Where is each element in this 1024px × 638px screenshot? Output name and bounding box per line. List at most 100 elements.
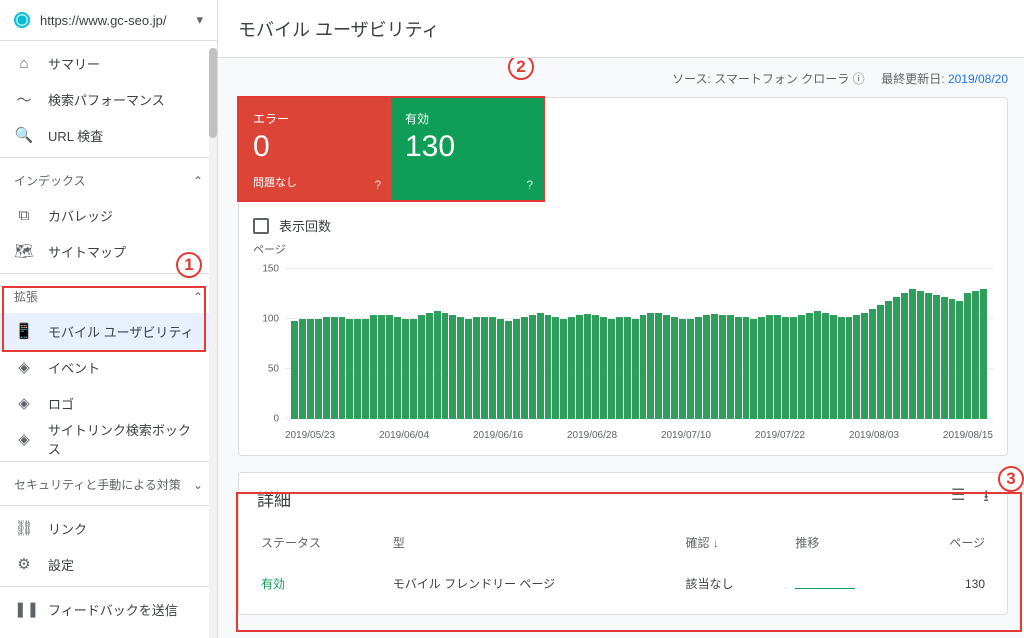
nav-settings[interactable]: ⚙ 設定 xyxy=(0,546,217,582)
cell-confirm: 該当なし xyxy=(682,565,792,602)
section-index[interactable]: インデックス ⌃ xyxy=(0,162,217,197)
home-icon: ⌂ xyxy=(14,55,34,72)
page-title-text: モバイル ユーザビリティ xyxy=(238,16,440,42)
checkbox-icon[interactable] xyxy=(253,218,269,234)
tile-error-sub: 問題なし xyxy=(253,174,297,190)
nav-coverage[interactable]: ⧉ カバレッジ xyxy=(0,197,217,233)
nav-mobile-usability[interactable]: 📱 モバイル ユーザビリティ xyxy=(0,313,217,349)
nav-label: モバイル ユーザビリティ xyxy=(48,322,194,341)
page-title: モバイル ユーザビリティ xyxy=(218,0,1024,58)
property-selector[interactable]: https://www.gc-seo.jp/ ▾ xyxy=(0,0,217,41)
feedback-icon: ❚❚ xyxy=(14,600,34,618)
section-label: インデックス xyxy=(14,172,86,189)
site-favicon xyxy=(14,12,30,28)
nav-label: URL 検査 xyxy=(48,126,103,145)
chevron-up-icon: ⌃ xyxy=(193,174,203,188)
details-card: 詳細 ☰ ⭳ ステータス 型 確認 ↓ 推移 ページ xyxy=(238,472,1008,615)
x-axis: 2019/05/232019/06/042019/06/162019/06/28… xyxy=(285,430,993,441)
filter-icon[interactable]: ☰ xyxy=(951,485,965,512)
source-value: スマートフォン クローラ xyxy=(714,72,849,86)
tile-valid[interactable]: 有効 130 ? xyxy=(391,98,543,200)
tile-valid-value: 130 xyxy=(405,129,529,165)
cell-type: モバイル フレンドリー ページ xyxy=(389,565,682,602)
tile-valid-label: 有効 xyxy=(405,110,529,127)
help-icon[interactable]: ? xyxy=(526,178,533,192)
tile-error-value: 0 xyxy=(253,129,377,165)
nav-sitemaps[interactable]: 🗺 サイトマップ xyxy=(0,233,217,269)
sitelinks-icon: ◈ xyxy=(14,430,34,448)
sidebar-scrollbar[interactable] xyxy=(209,48,217,638)
nav-performance[interactable]: 〜 検索パフォーマンス xyxy=(0,81,217,117)
chevron-down-icon: ▾ xyxy=(196,12,203,28)
updated-date: 2019/08/20 xyxy=(948,72,1008,86)
sparkline xyxy=(795,579,855,589)
impressions-toggle[interactable]: 表示回数 xyxy=(239,200,1007,241)
nav-label: 検索パフォーマンス xyxy=(48,90,165,109)
section-label: 拡張 xyxy=(14,288,38,305)
y-axis: 050100150 xyxy=(253,269,281,419)
nav-label: カバレッジ xyxy=(48,206,113,225)
sidebar: https://www.gc-seo.jp/ ▾ ⌂ サマリー 〜 検索パフォー… xyxy=(0,0,218,638)
nav-label: フィードバックを送信 xyxy=(48,600,178,619)
pages-chart: 050100150 2019/05/232019/06/042019/06/16… xyxy=(239,257,1007,447)
table-row[interactable]: 有効 モバイル フレンドリー ページ 該当なし 130 xyxy=(257,565,989,602)
cell-trend xyxy=(791,565,901,602)
overview-card: エラー 0 問題なし ? 有効 130 ? 表示回数 ページ xyxy=(238,97,1008,456)
nav-label: ロゴ xyxy=(48,394,74,413)
coverage-icon: ⧉ xyxy=(14,207,34,224)
tile-error-label: エラー xyxy=(253,110,377,127)
nav-feedback[interactable]: ❚❚ フィードバックを送信 xyxy=(0,591,217,627)
nav-links[interactable]: ⛓ リンク xyxy=(0,510,217,546)
scrollbar-thumb[interactable] xyxy=(209,48,217,138)
section-enhance[interactable]: 拡張 ⌃ xyxy=(0,278,217,313)
search-icon: 🔍 xyxy=(14,126,34,144)
performance-icon: 〜 xyxy=(14,89,34,110)
details-table: ステータス 型 確認 ↓ 推移 ページ 有効 モバイル フレンドリー ページ 該… xyxy=(257,526,989,602)
section-security[interactable]: セキュリティと手動による対策 ⌄ xyxy=(0,466,217,501)
divider xyxy=(0,586,217,587)
mobile-icon: 📱 xyxy=(14,322,34,340)
nav-sitelinks[interactable]: ◈ サイトリンク検索ボックス xyxy=(0,421,217,457)
chart-plot xyxy=(285,269,993,419)
nav-event[interactable]: ◈ イベント xyxy=(0,349,217,385)
nav-logo[interactable]: ◈ ロゴ xyxy=(0,385,217,421)
nav-label: サイトリンク検索ボックス xyxy=(48,420,203,458)
property-url: https://www.gc-seo.jp/ xyxy=(40,13,196,28)
content: ソース: スマートフォン クローラ ⓘ 最終更新日: 2019/08/20 エラ… xyxy=(218,58,1024,638)
sitemap-icon: 🗺 xyxy=(14,242,34,260)
tile-error[interactable]: エラー 0 問題なし ? xyxy=(239,98,391,200)
main: モバイル ユーザビリティ ソース: スマートフォン クローラ ⓘ 最終更新日: … xyxy=(218,0,1024,638)
divider xyxy=(0,505,217,506)
nav-label: 設定 xyxy=(48,555,74,574)
col-status[interactable]: ステータス xyxy=(257,526,389,565)
col-pages[interactable]: ページ xyxy=(901,526,989,565)
help-icon[interactable]: ? xyxy=(374,178,381,192)
nav-label: サマリー xyxy=(48,54,100,73)
cell-status: 有効 xyxy=(257,565,389,602)
nav-summary[interactable]: ⌂ サマリー xyxy=(0,45,217,81)
nav-label: サイトマップ xyxy=(48,242,126,261)
chevron-up-icon: ⌃ xyxy=(193,290,203,304)
gear-icon: ⚙ xyxy=(14,555,34,573)
help-icon[interactable]: ⓘ xyxy=(853,72,865,86)
download-icon[interactable]: ⭳ xyxy=(983,485,989,512)
nav-url-inspect[interactable]: 🔍 URL 検査 xyxy=(0,117,217,153)
cell-pages: 130 xyxy=(901,565,989,602)
col-trend[interactable]: 推移 xyxy=(791,526,901,565)
source-label: ソース: xyxy=(672,72,711,86)
link-icon: ⛓ xyxy=(14,519,34,537)
divider xyxy=(0,157,217,158)
details-title: 詳細 xyxy=(257,486,291,511)
logo-icon: ◈ xyxy=(14,394,34,412)
divider xyxy=(0,273,217,274)
col-type[interactable]: 型 xyxy=(389,526,682,565)
chart-y-title: ページ xyxy=(239,241,1007,257)
nav: ⌂ サマリー 〜 検索パフォーマンス 🔍 URL 検査 インデックス ⌃ ⧉ カ… xyxy=(0,41,217,627)
table-header-row: ステータス 型 確認 ↓ 推移 ページ xyxy=(257,526,989,565)
chart-bars xyxy=(285,269,993,419)
section-label: セキュリティと手動による対策 xyxy=(14,476,181,493)
nav-label: イベント xyxy=(48,358,100,377)
meta-row: ソース: スマートフォン クローラ ⓘ 最終更新日: 2019/08/20 xyxy=(238,70,1008,87)
col-confirm[interactable]: 確認 ↓ xyxy=(682,526,792,565)
updated-label: 最終更新日: xyxy=(881,72,944,86)
